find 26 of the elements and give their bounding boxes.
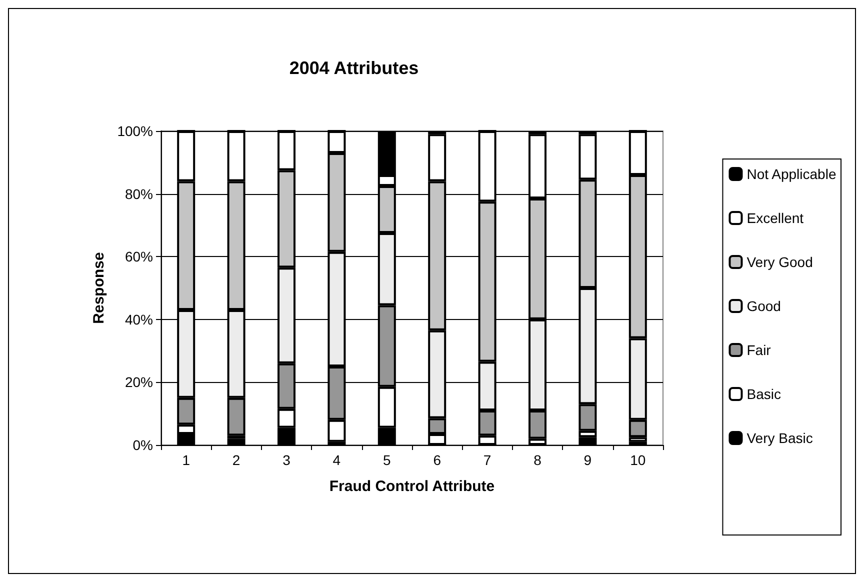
x-tick-label: 9 xyxy=(584,452,592,468)
legend-label: Excellent xyxy=(746,210,804,226)
x-tick-label: 6 xyxy=(433,452,442,468)
x-tick-label: 4 xyxy=(332,452,341,468)
y-tick-label: 40% xyxy=(124,311,153,328)
x-tick-label: 10 xyxy=(630,452,646,468)
y-axis-title: Response xyxy=(90,252,108,324)
y-tick-label: 20% xyxy=(124,374,153,390)
legend-label: Good xyxy=(746,298,781,314)
chart-title: 2004 Attributes xyxy=(289,58,419,78)
x-tick-label: 5 xyxy=(383,452,391,468)
y-tick-label: 60% xyxy=(124,248,153,265)
legend-label: Fair xyxy=(746,342,772,358)
x-tick-label: 2 xyxy=(232,452,240,468)
legend-label: Very Basic xyxy=(746,430,813,446)
legend-label: Very Good xyxy=(746,254,813,270)
y-tick-label: 0% xyxy=(132,437,153,453)
x-tick-label: 7 xyxy=(483,452,492,468)
x-tick-label: 3 xyxy=(282,452,291,468)
y-tick-label: 100% xyxy=(117,123,153,139)
legend-label: Basic xyxy=(746,386,781,402)
legend-label: Not Applicable xyxy=(746,166,836,182)
y-tick-label: 80% xyxy=(124,186,153,202)
x-tick-label: 8 xyxy=(534,452,542,468)
x-axis-title: Fraud Control Attribute xyxy=(329,478,495,495)
x-tick-label: 1 xyxy=(182,452,190,468)
